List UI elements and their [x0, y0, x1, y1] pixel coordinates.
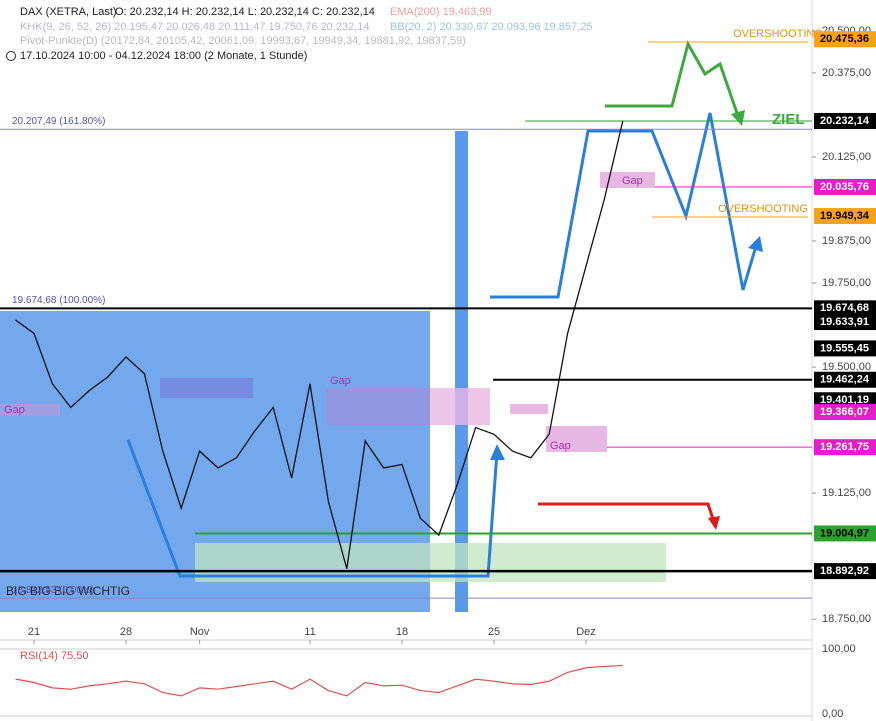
warning-path [538, 502, 716, 523]
arrow-head [731, 110, 745, 126]
rsi-tick-label: 100,00 [822, 643, 856, 655]
annotation: BIG BIG BIG WICHTIG [6, 584, 130, 598]
range-bar [455, 131, 468, 612]
clock-icon [6, 51, 16, 61]
price-label-box [814, 340, 876, 357]
gap-label: Gap [4, 404, 25, 416]
y-tick-label: 19.875,00 [822, 235, 871, 247]
arrow-head [748, 236, 763, 252]
annotation: OVERSHOOTING [733, 28, 823, 40]
rsi-title: RSI(14) 75,50 [20, 650, 88, 662]
x-tick-label: Nov [190, 626, 210, 638]
price-label-box [814, 314, 876, 331]
price-label: 19.555,45 [820, 342, 869, 354]
ohlc: O: 20.232,14 H: 20.232,14 L: 20.232,14 C… [115, 6, 375, 18]
indicator: EMA(200) 19.463,99 [390, 6, 492, 18]
price-label: 19.401,19 [820, 394, 869, 406]
arrow-head [490, 444, 505, 460]
gap-box [510, 404, 548, 414]
gap-label: Gap [550, 440, 571, 452]
gap-box [430, 388, 490, 425]
gap-label: Gap [622, 175, 643, 187]
fib-label: 20.207,49 (161.80%) [12, 116, 105, 127]
indicator: KHK(9, 26, 52, 26) 20.195,47 20.026,48 2… [20, 21, 369, 33]
price-label: 20.035,76 [820, 181, 869, 193]
annotation: OVERSHOOTING [718, 203, 808, 215]
indicator: Pivot-Punkte(D) (20172,84, 20105,42, 200… [20, 35, 466, 47]
x-tick-label: 25 [488, 626, 500, 638]
price-label: 19.261,75 [820, 441, 869, 453]
y-tick-label: 20.375,00 [822, 67, 871, 79]
indicator: BB(20, 2) 20.330,67 20.093,96 19.857,25 [390, 21, 592, 33]
fib-label: 18.812,53 (0.00%) [12, 585, 94, 596]
price-label: 19.366,07 [820, 406, 869, 418]
price-label-box [814, 178, 876, 195]
price-label-box [814, 31, 876, 48]
forecast-path [126, 439, 499, 578]
price-label: 19.633,91 [820, 316, 869, 328]
fib-label: 19.674,68 (100.00%) [12, 295, 105, 306]
gap-box [0, 404, 60, 416]
y-tick-label: 18.750,00 [822, 613, 871, 625]
price-label-box [814, 300, 876, 317]
y-tick-label: 19.125,00 [822, 487, 871, 499]
target-path [605, 40, 740, 117]
price-label: 18.892,92 [820, 565, 869, 577]
arrow-head [708, 516, 720, 530]
price-line [15, 120, 624, 569]
x-tick-label: 28 [120, 626, 132, 638]
y-tick-label: 20.125,00 [822, 151, 871, 163]
y-tick-label: 19.750,00 [822, 277, 871, 289]
price-label-box [814, 112, 876, 129]
forecast-path [490, 112, 758, 299]
gap-box [326, 388, 430, 425]
gap-label: Gap [330, 375, 351, 387]
price-label: 20.232,14 [820, 115, 870, 127]
price-label-box [814, 563, 876, 580]
x-tick-label: 21 [28, 626, 40, 638]
rsi-line [15, 664, 623, 697]
x-tick-label: 11 [304, 626, 315, 638]
chart-title: DAX (XETRA, Last) [20, 6, 117, 18]
annotation: ZIEL [772, 111, 805, 128]
price-label: 19.674,68 [820, 302, 869, 314]
gap-box [160, 378, 253, 398]
x-tick-label: 18 [396, 626, 408, 638]
price-label-box [814, 525, 876, 542]
price-label: 19.462,24 [820, 374, 870, 386]
gap-box [600, 172, 655, 188]
price-label: 20.475,36 [820, 33, 869, 45]
price-label: 19.949,34 [820, 210, 870, 222]
rsi-tick-label: 0,00 [822, 708, 843, 720]
price-label: 19.004,97 [820, 527, 869, 539]
date-range: 17.10.2024 10:00 - 04.12.2024 18:00 (2 M… [20, 50, 307, 62]
price-label-box [814, 208, 876, 225]
price-label-box [814, 439, 876, 456]
x-tick-label: Dez [576, 626, 596, 638]
gap-box [546, 426, 607, 452]
price-label-box [814, 404, 876, 421]
price-label-box [814, 371, 876, 388]
y-tick-label: 19.500,00 [822, 361, 871, 373]
